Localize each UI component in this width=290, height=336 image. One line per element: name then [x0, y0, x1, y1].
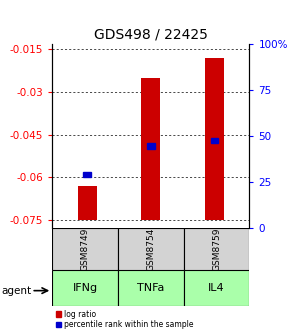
Bar: [118, 270, 184, 306]
Text: IFNg: IFNg: [72, 283, 98, 293]
Text: IL4: IL4: [208, 283, 225, 293]
Bar: [83, 172, 91, 177]
Legend: log ratio, percentile rank within the sample: log ratio, percentile rank within the sa…: [56, 309, 194, 329]
Bar: [184, 270, 249, 306]
Bar: [147, 143, 155, 149]
Bar: [52, 270, 118, 306]
Text: GSM8749: GSM8749: [81, 228, 90, 271]
Text: GSM8759: GSM8759: [212, 228, 221, 271]
Bar: [78, 186, 97, 220]
Bar: [205, 58, 224, 220]
Text: TNFa: TNFa: [137, 283, 164, 293]
Text: agent: agent: [1, 286, 32, 296]
Bar: [141, 78, 160, 220]
Bar: [118, 228, 184, 270]
Text: GSM8754: GSM8754: [146, 228, 155, 271]
Title: GDS498 / 22425: GDS498 / 22425: [94, 27, 208, 41]
Bar: [211, 138, 218, 143]
Bar: [184, 228, 249, 270]
Bar: [52, 228, 118, 270]
